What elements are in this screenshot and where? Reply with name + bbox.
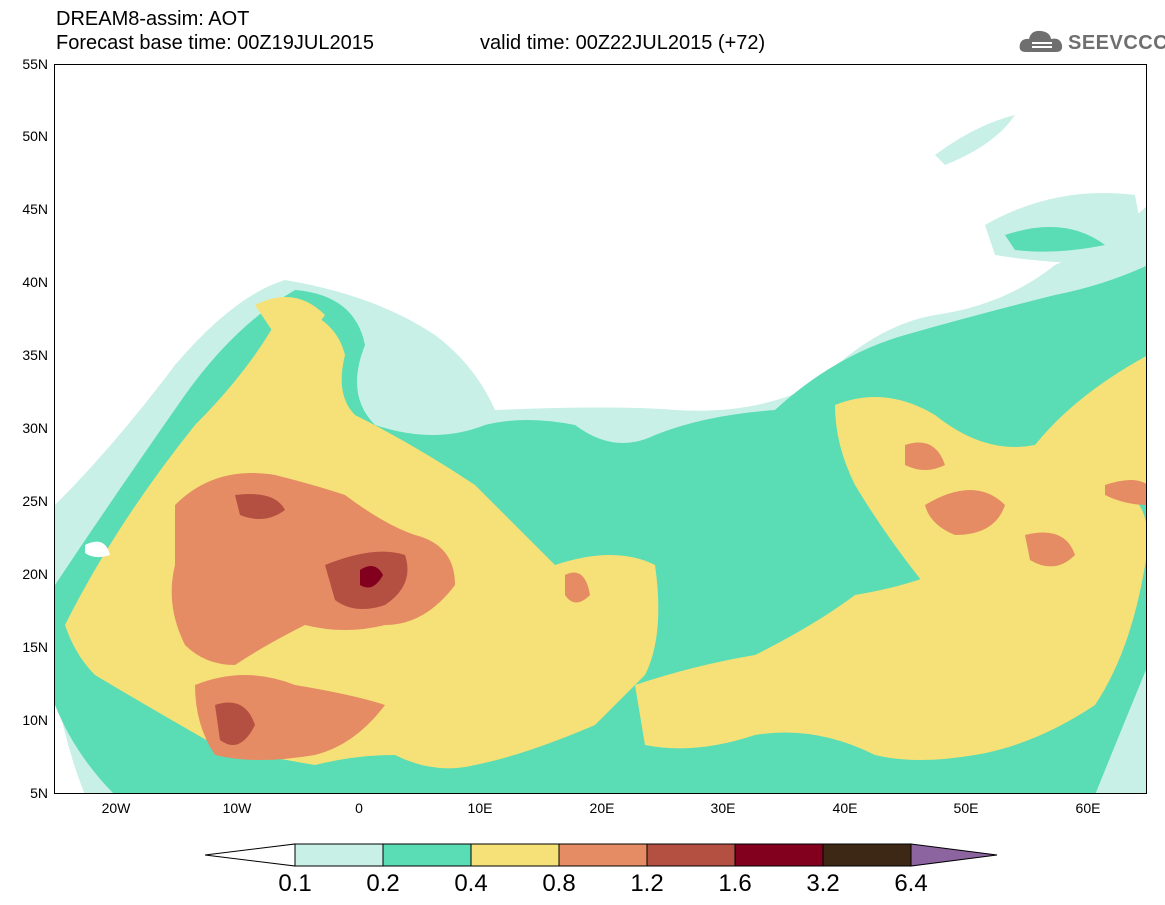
aot-contour-0.4 xyxy=(835,356,1146,589)
lat-label: 50N xyxy=(22,128,48,144)
lon-label: 0 xyxy=(355,800,363,816)
lon-label: 10W xyxy=(222,800,252,816)
lat-label: 55N xyxy=(22,56,48,72)
legend-swatch xyxy=(558,843,648,867)
lat-label: 45N xyxy=(22,201,48,217)
lat-label: 30N xyxy=(22,420,48,436)
lon-label: 30E xyxy=(710,800,736,816)
legend-label: 3.2 xyxy=(806,870,840,897)
lat-label: 20N xyxy=(22,566,48,582)
lon-label: 10E xyxy=(467,800,493,816)
map-title: DREAM8-assim: AOT xyxy=(56,8,250,30)
lat-label: 10N xyxy=(22,712,48,728)
lat-label: 25N xyxy=(22,493,48,509)
aot-contour-0.8 xyxy=(565,572,590,603)
valid-time: valid time: 00Z22JUL2015 (+72) xyxy=(480,32,766,54)
aot-contour-0.8 xyxy=(925,490,1005,535)
cloud-icon xyxy=(1019,30,1063,52)
lon-label: 20W xyxy=(101,800,131,816)
legend-label: 0.2 xyxy=(366,870,400,897)
lat-label: 35N xyxy=(22,347,48,363)
lon-label: 60E xyxy=(1075,800,1101,816)
color-legend xyxy=(204,842,1000,873)
legend-swatch xyxy=(734,843,824,867)
aot-map xyxy=(54,64,1147,794)
aot-contour-1.6 xyxy=(360,566,383,588)
seevccc-logo: SEEVCCC xyxy=(1018,26,1165,58)
logo-text: SEEVCCC xyxy=(1068,32,1165,54)
forecast-base-time: Forecast base time: 00Z19JUL2015 xyxy=(56,32,374,54)
lon-label: 20E xyxy=(589,800,615,816)
legend-label: 1.6 xyxy=(718,870,752,897)
legend-label: 6.4 xyxy=(894,870,928,897)
aot-field xyxy=(55,115,1146,793)
aot-contour-0.8 xyxy=(1105,480,1146,505)
lon-label: 40E xyxy=(832,800,858,816)
aot-clean-area xyxy=(485,355,815,395)
lat-label: 5N xyxy=(30,785,48,801)
legend-swatch xyxy=(646,843,736,867)
lat-label: 15N xyxy=(22,639,48,655)
aot-contour-0.8 xyxy=(905,442,945,470)
lon-label: 50E xyxy=(953,800,979,816)
legend-swatch xyxy=(294,843,384,867)
aot-contour-0.1 xyxy=(935,115,1015,165)
aot-contour-0.4 xyxy=(255,297,325,338)
legend-arrow-high xyxy=(910,843,998,867)
legend-label: 0.8 xyxy=(542,870,576,897)
aot-contour-0.8 xyxy=(171,473,455,665)
aot-clean-area xyxy=(85,541,110,558)
legend-label: 1.2 xyxy=(630,870,664,897)
aot-contour-1.2 xyxy=(215,702,255,745)
lat-label: 40N xyxy=(22,274,48,290)
legend-label: 0.1 xyxy=(278,870,312,897)
legend-swatch xyxy=(822,843,912,867)
legend-swatch xyxy=(382,843,472,867)
legend-swatch xyxy=(470,843,560,867)
legend-label: 0.4 xyxy=(454,870,488,897)
aot-contour-0.8 xyxy=(1025,532,1075,567)
aot-contour-0.2 xyxy=(1005,227,1105,252)
aot-contour-1.2 xyxy=(235,494,285,519)
legend-arrow-low xyxy=(204,843,296,867)
